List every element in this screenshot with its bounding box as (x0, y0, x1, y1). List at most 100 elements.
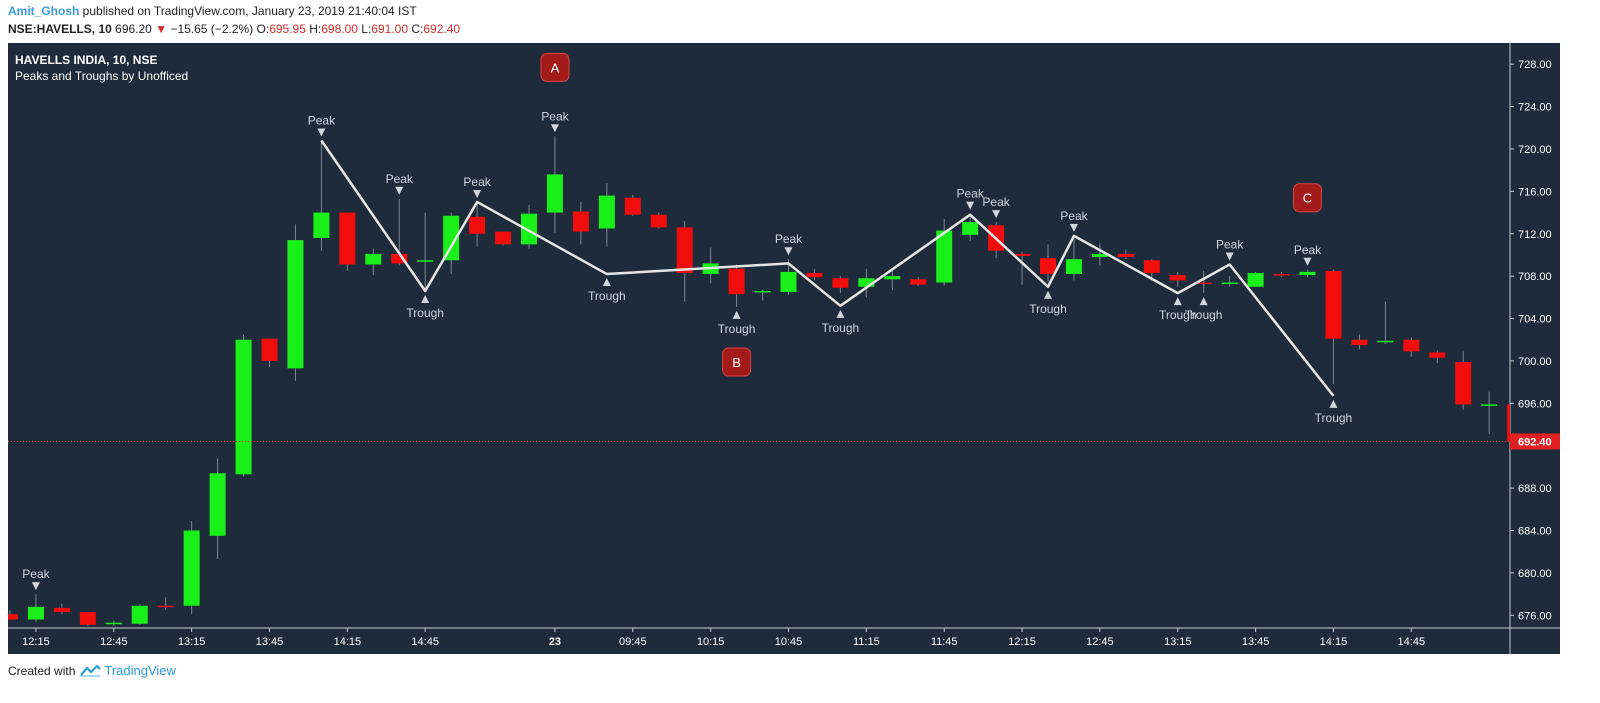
trough-label: Trough (1159, 308, 1197, 322)
author-link[interactable]: Amit_Ghosh (8, 4, 80, 18)
y-tick-label: 700.00 (1518, 356, 1552, 368)
indicator-name: Peaks and Troughs by Unofficed (15, 69, 188, 83)
x-tick-label: 12:45 (1086, 636, 1114, 648)
peak-label: Peak (308, 114, 336, 128)
candle-down (261, 338, 278, 361)
peak-label: Peak (463, 175, 491, 189)
high-label: H: (309, 22, 322, 36)
y-tick-label: 720.00 (1518, 144, 1552, 156)
candle-down (495, 231, 512, 245)
peak-marker-icon (784, 247, 793, 256)
candle-down (1403, 339, 1420, 352)
tradingview-brand: TradingView (104, 663, 176, 678)
y-tick-label: 704.00 (1518, 314, 1552, 326)
candle-up (183, 530, 200, 606)
y-tick-label: 688.00 (1518, 483, 1552, 495)
x-tick-label: 14:15 (1320, 636, 1348, 648)
candle-up (1299, 271, 1316, 276)
candle-up (1091, 253, 1108, 258)
close-label: C: (411, 22, 424, 36)
tradingview-cloud-icon (80, 664, 102, 677)
candle-down (157, 605, 174, 608)
x-tick-label: 13:45 (256, 636, 284, 648)
x-tick-label: 09:45 (619, 636, 647, 648)
x-tick-label: 23 (549, 636, 561, 648)
last-price-label: 692.40 (1518, 436, 1552, 448)
symbol-label: NSE:HAVELLS, 10 (8, 22, 112, 36)
candle-down (676, 227, 693, 273)
peak-marker-icon (1225, 252, 1234, 261)
last-price: 696.20 (115, 22, 152, 36)
y-tick-label: 676.00 (1518, 610, 1552, 622)
down-arrow-icon: ▼ (155, 22, 168, 36)
annotation-badge (722, 347, 752, 377)
peak-marker-icon (473, 189, 482, 198)
low-value: 691.00 (371, 22, 408, 36)
y-tick-label: 684.00 (1518, 526, 1552, 538)
candle-down (53, 607, 70, 613)
candle-down (1117, 253, 1134, 258)
trough-label: Trough (1029, 302, 1067, 316)
footer: Created with TradingView (8, 663, 176, 678)
x-tick-label: 10:45 (775, 636, 803, 648)
y-tick-label: 696.00 (1518, 398, 1552, 410)
peak-label: Peak (775, 232, 803, 246)
candle-up (443, 215, 460, 261)
x-tick-label: 12:15 (22, 636, 50, 648)
peak-label: Peak (1294, 243, 1322, 257)
price-axis-background (1510, 43, 1560, 628)
x-tick-label: 12:15 (1008, 636, 1036, 648)
candle-up (235, 339, 252, 475)
candle-up (1065, 259, 1082, 275)
candle-up (1377, 340, 1394, 343)
high-value: 698.00 (321, 22, 358, 36)
chart-title: HAVELLS INDIA, 10, NSE (15, 53, 157, 67)
peak-marker-icon (31, 582, 40, 591)
x-tick-label: 14:15 (334, 636, 362, 648)
candle-down (79, 612, 96, 625)
x-tick-label: 13:45 (1242, 636, 1270, 648)
peak-marker-icon (317, 128, 326, 137)
candle-up (754, 290, 771, 293)
x-tick-label: 11:15 (853, 636, 880, 648)
candle-down (1351, 339, 1368, 346)
x-tick-label: 10:15 (697, 636, 725, 648)
candle-down (1507, 404, 1510, 442)
candle-up (858, 278, 875, 287)
zigzag-line (320, 139, 1335, 397)
plot-background (8, 43, 1510, 628)
candle-up (884, 276, 901, 280)
trough-label: Trough (1185, 308, 1223, 322)
candle-down (572, 211, 589, 232)
y-tick-label: 680.00 (1518, 568, 1552, 580)
x-tick-label: 14:45 (411, 636, 439, 648)
price-change: −15.65 (−2.2%) (170, 22, 254, 36)
candle-down (1143, 260, 1160, 273)
candle-up (1221, 282, 1238, 285)
y-tick-label: 716.00 (1518, 186, 1552, 198)
trough-label: Trough (1315, 411, 1353, 425)
candle-up (27, 606, 44, 620)
x-tick-label: 13:15 (178, 636, 206, 648)
trough-marker-icon (602, 278, 611, 287)
candle-down (391, 253, 408, 264)
candle-down (1169, 275, 1186, 281)
candle-down (339, 212, 356, 265)
created-with-text: Created with (8, 663, 76, 678)
trough-label: Trough (718, 322, 756, 336)
annotation-badge-label: C (1303, 191, 1312, 206)
tradingview-logo[interactable]: TradingView (79, 663, 176, 678)
annotation-badge (540, 52, 570, 82)
trough-marker-icon (1173, 297, 1182, 306)
y-tick-label: 724.00 (1518, 102, 1552, 114)
candle-down (8, 614, 18, 620)
open-label: O: (256, 22, 270, 36)
annotation-badge (1293, 183, 1322, 213)
peak-marker-icon (966, 201, 975, 210)
annotation-badge-label: B (732, 355, 741, 370)
peak-label: Peak (1216, 237, 1244, 251)
close-value: 692.40 (423, 22, 461, 36)
y-tick-label: 712.00 (1518, 229, 1552, 241)
